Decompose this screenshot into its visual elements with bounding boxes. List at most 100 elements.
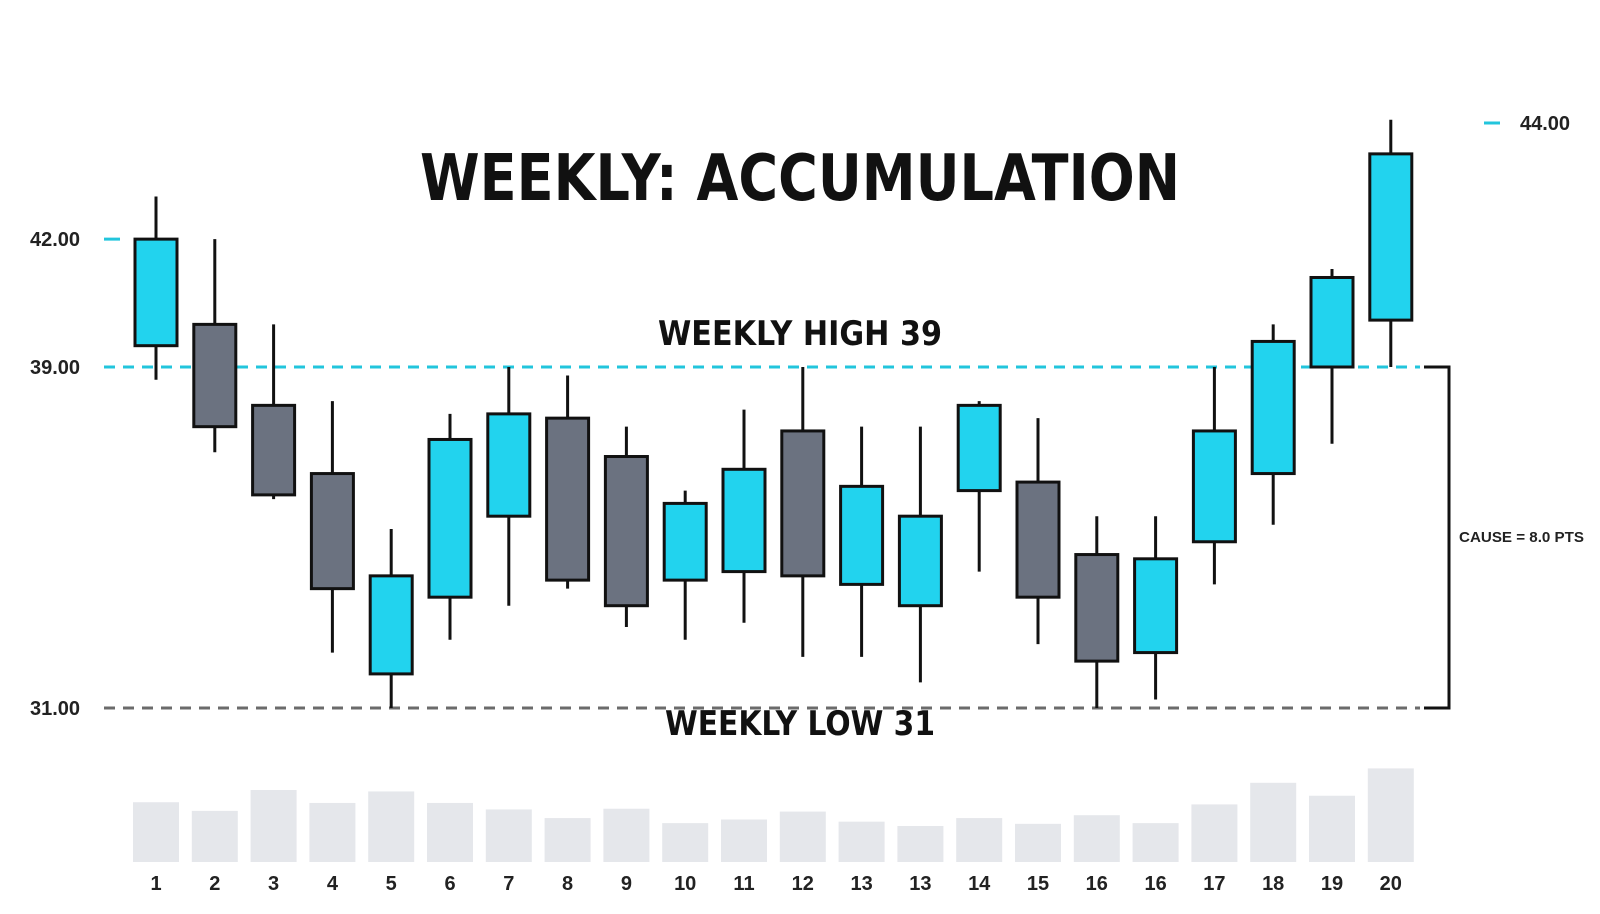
volume-bar (721, 819, 767, 862)
x-tick-label: 7 (503, 873, 514, 895)
volume-bar (250, 790, 297, 862)
candle-body (956, 403, 1002, 493)
x-tick-label: 9 (621, 873, 632, 895)
candle-body (721, 467, 767, 574)
volume-bar (956, 818, 1003, 862)
y-tick-label: 39.00 (30, 357, 80, 379)
candle-body (309, 472, 355, 591)
candle (839, 426, 885, 657)
x-tick-label: 3 (268, 873, 279, 895)
candle (1191, 367, 1237, 585)
volume-bar (1367, 768, 1414, 862)
volume-bars (133, 768, 1414, 862)
x-tick-label: 15 (1027, 873, 1049, 895)
candle-body (545, 416, 591, 582)
candle-body (1191, 429, 1237, 544)
candle-body (1309, 275, 1355, 369)
candle (1250, 324, 1296, 525)
volume-bar (368, 791, 415, 862)
candle-body (1015, 480, 1061, 599)
candle-body (1250, 339, 1296, 476)
chart-title: WEEKLY: ACCUMULATION (420, 142, 1180, 216)
x-tick-label: 18 (1262, 873, 1284, 895)
x-tick-label: 14 (968, 873, 991, 895)
cause-bracket (1424, 365, 1451, 710)
y-tick-label: 42.00 (30, 229, 80, 251)
x-tick-label: 17 (1203, 873, 1225, 895)
level-lines (104, 237, 1420, 710)
volume-bar (1250, 782, 1297, 862)
x-tick-label: 8 (562, 873, 573, 895)
volume-bar (897, 826, 944, 862)
volume-bar (544, 818, 591, 862)
volume-bar (603, 808, 650, 862)
candle (1309, 268, 1355, 444)
volume-bar (191, 810, 238, 862)
volume-bar (838, 821, 885, 862)
candle (1133, 516, 1179, 700)
candle-body (251, 403, 297, 497)
x-tick-label: 16 (1144, 873, 1166, 895)
x-tick-label: 11 (733, 873, 754, 895)
candle (956, 401, 1002, 572)
x-tick-label: 2 (209, 873, 220, 895)
candle (251, 324, 297, 500)
candle (662, 490, 708, 640)
volume-bar (485, 809, 532, 862)
volume-bar (1132, 823, 1179, 862)
candle-body (486, 412, 532, 518)
volume-bar (1073, 815, 1120, 862)
candle-body (603, 455, 649, 608)
x-tick-label: 13 (909, 873, 931, 895)
weekly-high-label: WEEKLY HIGH 39 (658, 314, 942, 354)
candle (486, 367, 532, 606)
cause-label: CAUSE = 8.0 PTS (1459, 529, 1584, 546)
candle (1015, 418, 1061, 645)
candle (897, 426, 943, 683)
candle-body (192, 322, 238, 429)
candle-body (897, 514, 943, 608)
candle-body (1133, 557, 1179, 655)
candle-body (1368, 152, 1414, 322)
x-tick-label: 10 (674, 873, 696, 895)
x-tick-label: 16 (1086, 873, 1108, 895)
candle-body (1074, 553, 1120, 663)
candle (427, 413, 473, 640)
volume-bar (1309, 795, 1355, 862)
volume-bar (662, 823, 709, 862)
volume-bar (427, 802, 473, 862)
volume-bar (779, 811, 826, 862)
x-tick-label: 13 (850, 873, 872, 895)
x-tick-label: 12 (792, 873, 814, 895)
volume-bar (1015, 823, 1061, 862)
volume-bar (309, 802, 356, 862)
x-tick-label: 19 (1321, 873, 1343, 895)
candle (368, 528, 414, 708)
weekly-low-label: WEEKLY LOW 31 (665, 704, 935, 744)
x-tick-label: 4 (327, 873, 339, 895)
candle (603, 426, 649, 628)
candle (780, 367, 826, 657)
candle-body (780, 429, 826, 578)
x-tick-label: 6 (444, 873, 455, 895)
candle (192, 239, 238, 453)
candle (1368, 119, 1414, 367)
candle-body (427, 437, 473, 599)
candle-body (133, 237, 179, 348)
volume-bar (1191, 804, 1238, 862)
candle (721, 409, 767, 623)
candle-body (368, 574, 414, 676)
y-tick-label: 31.00 (30, 698, 80, 720)
candle (545, 375, 591, 589)
candle-body (662, 501, 708, 582)
candle (309, 401, 355, 653)
x-tick-label: 20 (1380, 873, 1402, 895)
right-marker-label: 44.00 (1520, 113, 1570, 135)
candle (1074, 516, 1120, 708)
candle-body (839, 484, 885, 586)
volume-bar (133, 802, 179, 862)
x-tick-label: 5 (386, 873, 397, 895)
x-tick-label: 1 (150, 873, 161, 895)
